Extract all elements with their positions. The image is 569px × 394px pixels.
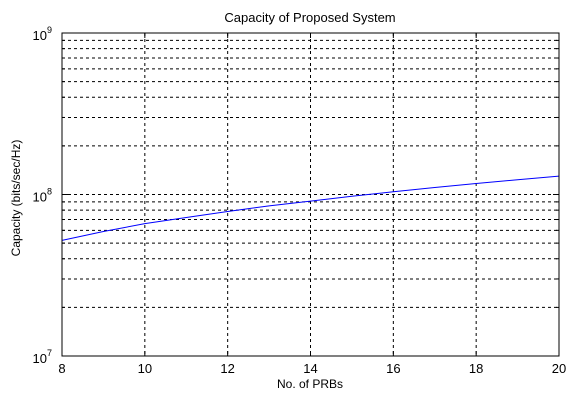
x-tick-label: 12: [220, 361, 234, 376]
x-tick-label: 16: [386, 361, 400, 376]
x-tick-label: 18: [469, 361, 483, 376]
y-tick-label-base: 10: [33, 190, 47, 205]
y-tick-label-exponent: 7: [47, 348, 52, 358]
y-tick-label: 109: [33, 25, 52, 43]
y-tick-label-base: 10: [33, 351, 47, 366]
chart-title: Capacity of Proposed System: [224, 10, 395, 25]
x-tick-label: 10: [138, 361, 152, 376]
x-tick-label: 14: [303, 361, 317, 376]
y-tick-label-base: 10: [33, 28, 47, 43]
y-axis-label: Capacity (bits/sec/Hz): [9, 140, 23, 257]
y-tick-label: 107: [33, 348, 52, 366]
x-tick-label: 20: [552, 361, 566, 376]
x-tick-label: 8: [58, 361, 65, 376]
y-tick-label-exponent: 8: [47, 187, 52, 197]
y-tick-label: 108: [33, 187, 52, 205]
capacity-series-line: [61, 175, 560, 241]
x-axis-label: No. of PRBs: [277, 377, 343, 391]
y-tick-label-exponent: 9: [47, 25, 52, 35]
